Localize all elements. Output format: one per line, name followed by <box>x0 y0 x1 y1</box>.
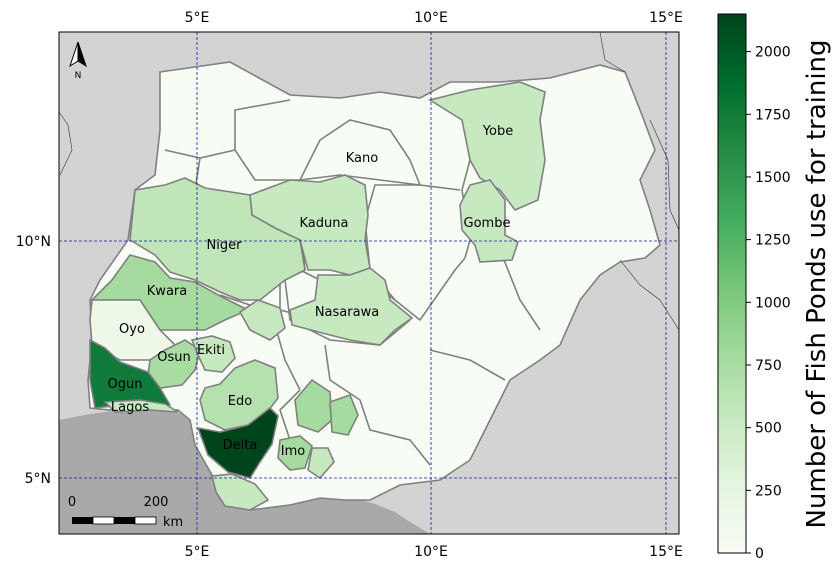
lon-tick-top-2: 10°E <box>414 10 448 26</box>
state-label-kaduna: Kaduna <box>300 216 349 231</box>
state-label-osun: Osun <box>157 350 190 365</box>
colorbar-tick-label: 0 <box>755 546 764 562</box>
colorbar-label: Number of Fish Ponds use for training <box>802 39 832 528</box>
colorbar-tick-label: 1000 <box>755 295 791 311</box>
state-label-delta: Delta <box>223 438 258 453</box>
state-niger[interactable] <box>129 177 306 301</box>
state-label-ogun: Ogun <box>108 377 143 392</box>
colorbar-tick-label: 250 <box>755 483 782 499</box>
north-arrow: N <box>69 41 87 81</box>
state-imo[interactable] <box>277 435 313 471</box>
state-abia <box>307 447 335 480</box>
colorbar: 0 250 500 750 1000 1250 1500 1750 2000 Number of… <box>717 13 832 562</box>
map-frame <box>58 31 680 535</box>
bottom-ticks: 5°E 10°E 15°E <box>185 544 683 560</box>
state-delta[interactable] <box>196 406 279 479</box>
state-kogi <box>238 299 286 341</box>
state-label-lagos: Lagos <box>111 400 149 415</box>
north-label: N <box>75 71 82 81</box>
lon-tick-bottom-1: 5°E <box>185 544 210 560</box>
colorbar-tick-label: 1750 <box>755 107 791 123</box>
colorbar-tick-label: 1250 <box>755 233 791 249</box>
colorbar-bar <box>717 13 747 554</box>
state-bayelsa-rivers <box>210 473 270 511</box>
colorbar-ticks: 0 250 500 750 1000 1250 1500 1750 2000 <box>746 45 791 562</box>
colorbar-tick-label: 2000 <box>755 45 791 61</box>
lon-tick-bottom-2: 10°E <box>414 544 448 560</box>
graticule <box>59 32 679 534</box>
state-nasarawa[interactable] <box>289 267 414 346</box>
colorbar-tick-label: 750 <box>755 358 782 374</box>
state-label-kwara: Kwara <box>147 284 187 299</box>
lat-ticks: 10°N 5°N <box>16 234 51 487</box>
state-labels: Yobe Kano Kaduna Gombe Niger Kwara Nasar… <box>108 124 514 459</box>
state-label-oyo: Oyo <box>119 322 145 337</box>
lon-tick-top-1: 5°E <box>185 10 210 26</box>
scale-bar-unit: km <box>163 515 183 530</box>
state-label-imo: Imo <box>281 444 305 459</box>
state-yobe[interactable] <box>427 81 546 211</box>
state-enugu <box>329 393 359 436</box>
state-label-kano: Kano <box>346 151 379 166</box>
state-gombe[interactable] <box>459 179 519 263</box>
state-ogun[interactable] <box>89 338 172 411</box>
lat-tick-2: 5°N <box>25 471 51 487</box>
states-layer <box>89 81 546 511</box>
country-borders <box>59 32 679 331</box>
lat-tick-1: 10°N <box>16 234 51 250</box>
state-label-ekiti: Ekiti <box>197 343 225 358</box>
map-panel <box>59 32 679 534</box>
state-lagos[interactable] <box>103 399 179 413</box>
state-ekiti[interactable] <box>190 335 236 373</box>
ocean <box>59 409 430 534</box>
colorbar-tick-label: 1500 <box>755 170 791 186</box>
top-ticks: 5°E 10°E 15°E <box>185 10 683 26</box>
state-label-edo: Edo <box>228 394 252 409</box>
scale-bar: 0 200 km <box>68 495 183 530</box>
state-label-gombe: Gombe <box>464 216 511 231</box>
scale-bar-end: 200 <box>144 495 169 510</box>
state-label-yobe: Yobe <box>482 124 513 139</box>
colorbar-tick-label: 500 <box>755 421 782 437</box>
state-edo[interactable] <box>199 359 279 431</box>
scale-bar-start: 0 <box>68 495 76 510</box>
lon-tick-bottom-3: 15°E <box>649 544 683 560</box>
state-label-nasarawa: Nasarawa <box>315 305 379 320</box>
lon-tick-top-3: 15°E <box>649 10 683 26</box>
state-label-niger: Niger <box>207 238 243 253</box>
